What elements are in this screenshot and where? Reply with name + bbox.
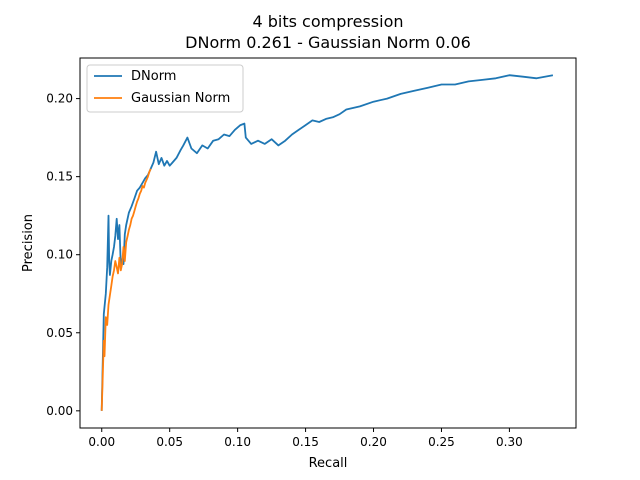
series-line-dnorm — [100, 74, 554, 411]
chart-title: 4 bits compression — [252, 12, 403, 31]
x-tick-label: 0.25 — [428, 435, 455, 449]
x-tick-label: 0.10 — [224, 435, 251, 449]
y-axis-label: Precision — [21, 214, 36, 272]
y-tick-label: 0.05 — [46, 326, 73, 340]
y-tick-label: 0.10 — [46, 248, 73, 262]
series-line-gaussian-norm — [100, 168, 152, 411]
legend-label-dnorm: DNorm — [131, 69, 176, 84]
y-axis-ticks: 0.00 0.05 0.10 0.15 0.20 — [46, 92, 80, 418]
x-tick-label: 0.05 — [156, 435, 183, 449]
x-axis-ticks: 0.00 0.05 0.10 0.15 0.20 0.25 0.30 — [88, 428, 523, 449]
x-tick-label: 0.15 — [292, 435, 319, 449]
y-tick-label: 0.15 — [46, 170, 73, 184]
y-tick-label: 0.20 — [46, 92, 73, 106]
x-tick-label: 0.00 — [88, 435, 115, 449]
legend-label-gaussian-norm: Gaussian Norm — [131, 91, 230, 106]
chart-subtitle: DNorm 0.261 - Gaussian Norm 0.06 — [185, 33, 471, 52]
plot-frame — [79, 57, 577, 429]
legend-box — [86, 64, 244, 113]
x-axis-label: Recall — [309, 456, 348, 471]
x-tick-label: 0.30 — [496, 435, 523, 449]
x-tick-label: 0.20 — [360, 435, 387, 449]
legend: DNorm Gaussian Norm — [86, 64, 244, 113]
series-layer — [100, 74, 554, 411]
y-tick-label: 0.00 — [46, 404, 73, 418]
